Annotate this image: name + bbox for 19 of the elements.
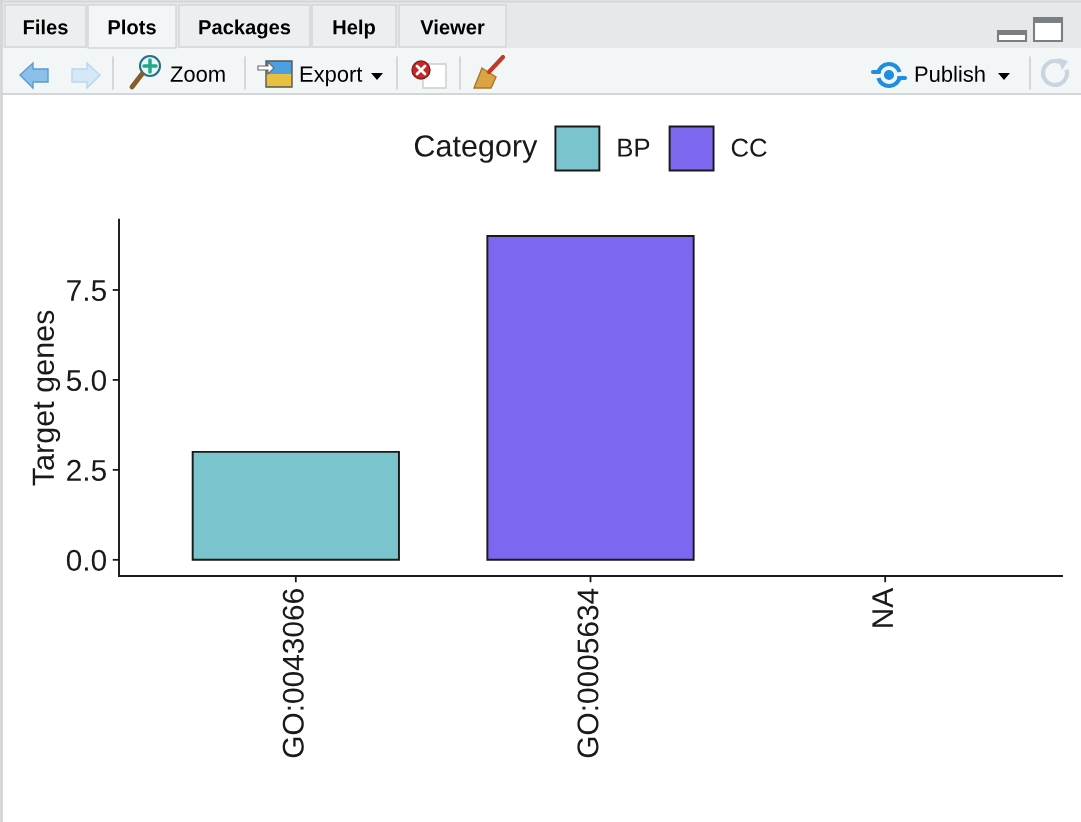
text: Packages [199, 19, 291, 39]
y-tick-label: 5.0 [66, 369, 107, 392]
y-axis-title: Target genes [32, 310, 61, 486]
text: Zoom [170, 66, 225, 82]
legend-label: CC [731, 138, 767, 157]
text: Publish [915, 65, 985, 82]
x-tick-label: GO:0043066 [282, 589, 304, 758]
text: Files [23, 19, 68, 35]
text: Export [300, 66, 363, 87]
x-tick-label: NA [872, 587, 893, 627]
y-tick-label: 2.5 [67, 459, 106, 481]
text: Viewer [420, 19, 485, 35]
y-tick-label: 7.5 [67, 280, 106, 302]
legend-title: Category [414, 135, 538, 163]
legend-label: BP [618, 138, 650, 157]
y-tick-label: 0.0 [66, 549, 107, 571]
text: Plots [108, 19, 156, 35]
x-tick-label: GO:0005634 [577, 588, 599, 758]
text: Help [333, 19, 375, 39]
